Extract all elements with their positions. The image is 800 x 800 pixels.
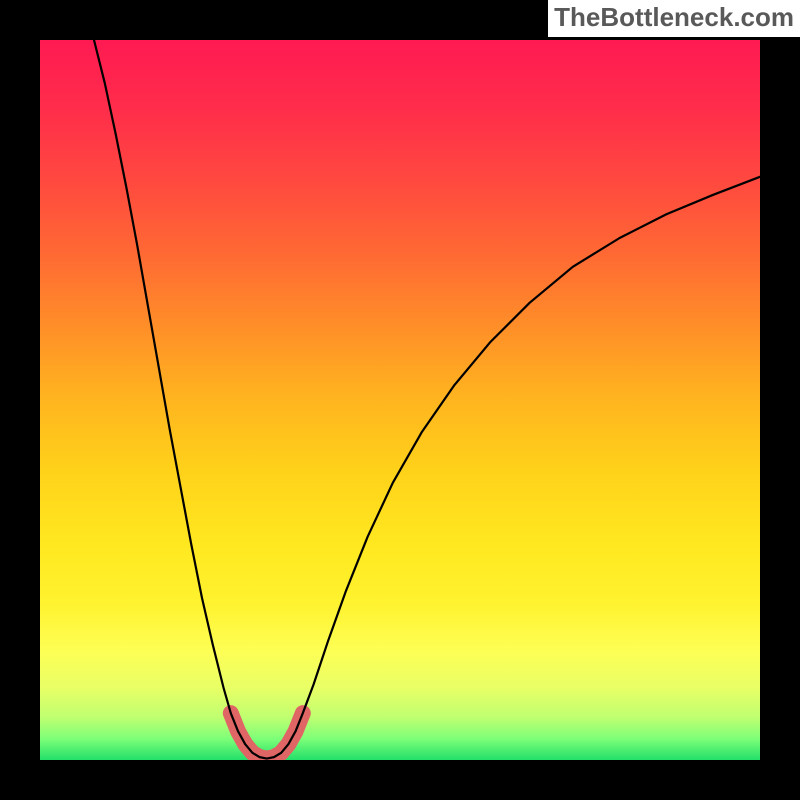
chart-container: TheBottleneck.com (0, 0, 800, 800)
watermark-label: TheBottleneck.com (548, 0, 800, 37)
bottleneck-chart (0, 0, 800, 800)
plot-background (40, 40, 760, 760)
